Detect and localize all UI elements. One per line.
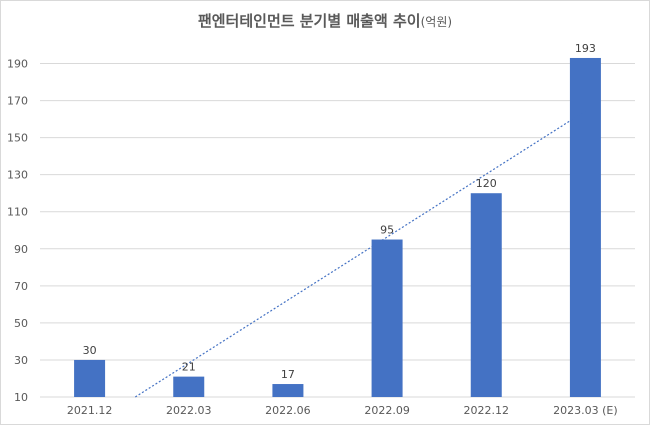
x-axis: 2021.12 2022.03 2022.06 2022.09 2022.12 2023.… [67, 404, 618, 417]
bar-5 [569, 57, 601, 398]
data-label-0: 30 [83, 344, 97, 357]
data-label-3: 95 [380, 224, 394, 237]
chart-title-unit: (억원) [420, 15, 453, 29]
y-tick-label-9: 190 [7, 58, 28, 71]
y-tick-label-5: 110 [7, 206, 28, 219]
data-label-5: 193 [575, 42, 596, 55]
x-tick-label-4: 2022.12 [464, 404, 510, 417]
x-tick-label-2: 2022.06 [265, 404, 311, 417]
data-label-1: 21 [182, 361, 196, 374]
y-tick-label-6: 130 [7, 169, 28, 182]
y-tick-label-4: 90 [14, 243, 28, 256]
data-label-4: 120 [476, 177, 497, 190]
grid-lines [40, 63, 635, 398]
x-tick-label-5: 2023.03 (E) [553, 404, 618, 417]
bar-3 [371, 239, 403, 397]
y-tick-label-7: 150 [7, 132, 28, 145]
bar-1 [173, 376, 205, 397]
y-tick-label-1: 30 [14, 354, 28, 367]
bar-0 [74, 359, 106, 397]
y-tick-label-8: 170 [7, 95, 28, 108]
x-tick-label-1: 2022.03 [166, 404, 212, 417]
trendline-group [134, 110, 586, 398]
y-axis: 10 30 50 70 90 110 130 150 170 190 [7, 58, 28, 404]
chart-title: 팬엔터테인먼트 분기별 매출액 추이(억원) [0, 10, 650, 31]
trendline [134, 110, 586, 398]
y-tick-label-0: 10 [14, 391, 28, 404]
data-labels: 30 21 17 95 120 193 [83, 42, 596, 381]
y-tick-label-2: 50 [14, 317, 28, 330]
chart-title-main: 팬엔터테인먼트 분기별 매출액 추이 [197, 12, 421, 30]
y-tick-label-3: 70 [14, 280, 28, 293]
data-label-2: 17 [281, 368, 295, 381]
bar-4 [470, 193, 502, 397]
x-tick-label-3: 2022.09 [364, 404, 410, 417]
bar-2 [272, 384, 304, 397]
x-tick-label-0: 2021.12 [67, 404, 113, 417]
bars [74, 57, 601, 398]
